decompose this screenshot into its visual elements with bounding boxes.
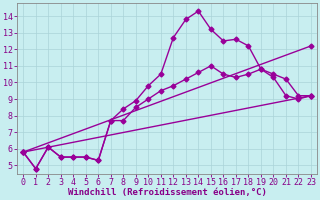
X-axis label: Windchill (Refroidissement éolien,°C): Windchill (Refroidissement éolien,°C)	[68, 188, 267, 197]
